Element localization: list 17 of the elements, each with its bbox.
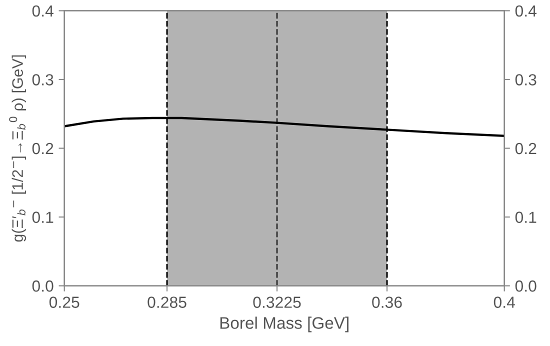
y2-tick-label: 0.2	[515, 142, 536, 154]
y2-tick-label: 0.1	[515, 212, 536, 223]
y2-tick-label: 0.4	[515, 5, 537, 17]
y-tick-label: 0.3	[32, 74, 54, 86]
x-tick-label: 0.25	[49, 296, 80, 308]
x-tick-label: 0.36	[372, 296, 402, 308]
x-axis-title: Borel Mass [GeV]	[220, 316, 348, 332]
y-tick-label: 0.0	[32, 280, 54, 292]
y2-tick-label: 0.3	[515, 74, 536, 86]
x-tick-label: 0.4	[494, 296, 515, 308]
y-tick-label: 0.2	[32, 142, 54, 154]
text: g(Ξ′$_{b}$$^{−}$ [1/2$^{−}$]→Ξ$_{b}$$^{0}$ ρ) [GeV]	[9, 55, 26, 242]
x-tick-label: 0.3225	[253, 296, 301, 308]
y2-tick-label: 0.0	[515, 280, 536, 292]
y-tick-label: 0.1	[32, 212, 54, 223]
x-tick-label: 0.285	[148, 296, 186, 308]
y-tick-label: 0.4	[32, 5, 54, 17]
